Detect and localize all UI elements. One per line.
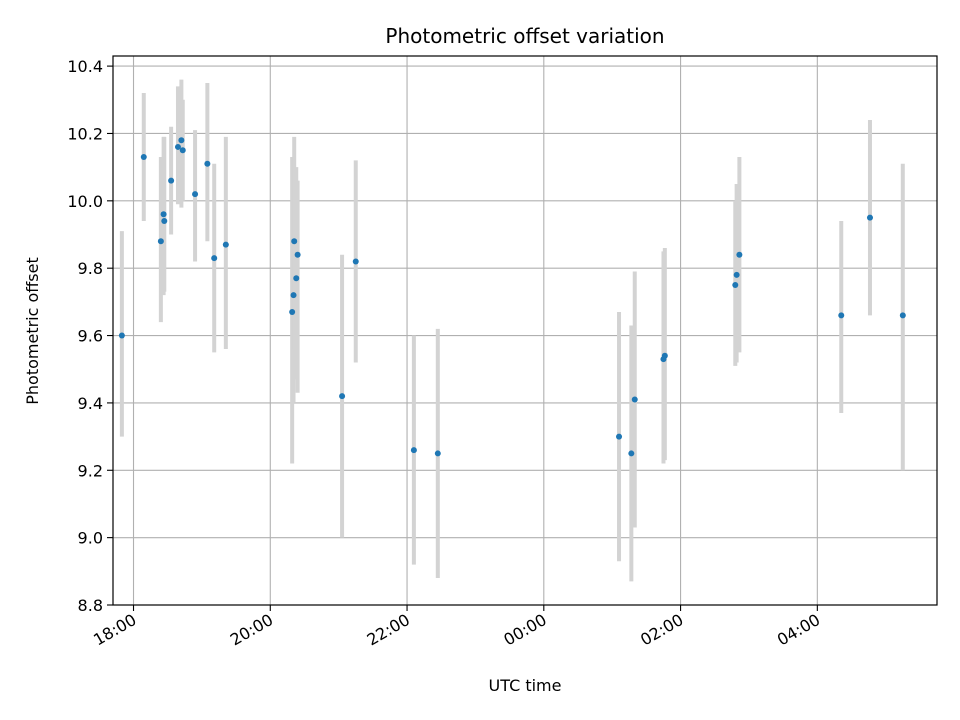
data-point <box>838 312 845 319</box>
data-point <box>160 211 167 218</box>
y-tick-label: 9.8 <box>78 259 103 278</box>
data-point <box>140 154 147 161</box>
data-point <box>631 396 638 403</box>
y-tick-label: 10.0 <box>67 192 103 211</box>
data-point <box>434 450 441 457</box>
y-tick-label: 10.2 <box>67 124 103 143</box>
data-point <box>222 241 229 248</box>
data-point <box>733 271 740 278</box>
data-point <box>866 214 873 221</box>
data-point <box>410 447 417 454</box>
y-tick-label: 9.2 <box>78 461 103 480</box>
data-point <box>168 177 175 184</box>
data-point <box>352 258 359 265</box>
plot-area-frame <box>112 55 938 606</box>
data-point <box>204 160 211 167</box>
y-tick-label: 10.4 <box>67 57 103 76</box>
data-point <box>161 218 168 225</box>
data-point <box>628 450 635 457</box>
data-point <box>616 433 623 440</box>
y-tick-label: 8.8 <box>78 596 103 615</box>
data-point <box>192 191 199 198</box>
y-axis-ticks: 8.8 9.0 9.2 9.4 9.6 9.8 10.0 10.2 10.4 <box>67 57 113 615</box>
y-tick-label: 9.4 <box>78 394 103 413</box>
data-point <box>290 292 297 299</box>
data-point <box>661 352 668 359</box>
data-point <box>291 238 298 245</box>
data-point <box>178 137 185 144</box>
x-axis-title: UTC time <box>489 676 562 695</box>
y-tick-label: 9.6 <box>78 327 103 346</box>
data-point <box>174 143 181 150</box>
data-point <box>294 251 301 258</box>
data-point <box>179 147 186 154</box>
grid-lines <box>113 56 937 606</box>
y-axis-title: Photometric offset <box>23 257 42 405</box>
data-point <box>899 312 906 319</box>
data-point <box>339 393 346 400</box>
data-point <box>289 308 296 315</box>
chart-title: Photometric offset variation <box>385 24 664 48</box>
data-point <box>118 332 125 339</box>
data-point <box>157 238 164 245</box>
data-point <box>732 282 739 289</box>
data-point <box>293 275 300 282</box>
data-point <box>736 251 743 258</box>
data-point <box>211 255 218 262</box>
y-tick-label: 9.0 <box>78 529 103 548</box>
data-points <box>118 137 906 457</box>
